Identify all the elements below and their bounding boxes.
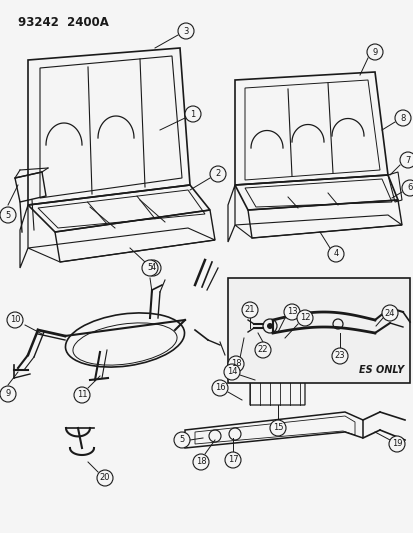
Circle shape xyxy=(0,386,16,402)
Text: 23: 23 xyxy=(334,351,344,360)
Text: 3: 3 xyxy=(183,27,188,36)
Circle shape xyxy=(173,432,190,448)
Circle shape xyxy=(381,305,397,321)
Text: 5: 5 xyxy=(179,435,184,445)
Text: 16: 16 xyxy=(214,384,225,392)
Text: 7: 7 xyxy=(404,156,410,165)
Text: 12: 12 xyxy=(299,313,309,322)
Circle shape xyxy=(224,452,240,468)
Circle shape xyxy=(74,387,90,403)
Text: 15: 15 xyxy=(272,424,282,432)
Circle shape xyxy=(366,44,382,60)
Text: 18: 18 xyxy=(195,457,206,466)
Circle shape xyxy=(401,180,413,196)
Text: 11: 11 xyxy=(76,391,87,400)
Circle shape xyxy=(331,348,347,364)
Circle shape xyxy=(296,310,312,326)
Bar xyxy=(228,278,409,383)
Text: 93242  2400A: 93242 2400A xyxy=(18,16,109,29)
Text: 21: 21 xyxy=(244,305,255,314)
Circle shape xyxy=(178,23,194,39)
Text: 17: 17 xyxy=(227,456,238,464)
Text: 9: 9 xyxy=(371,47,377,56)
Text: ES ONLY: ES ONLY xyxy=(358,365,403,375)
Circle shape xyxy=(399,152,413,168)
Text: 8: 8 xyxy=(399,114,405,123)
Circle shape xyxy=(228,356,243,372)
Circle shape xyxy=(7,312,23,328)
Text: 9: 9 xyxy=(5,390,11,399)
Text: 14: 14 xyxy=(226,367,237,376)
Circle shape xyxy=(209,166,225,182)
Circle shape xyxy=(269,420,285,436)
Circle shape xyxy=(283,304,299,320)
Circle shape xyxy=(254,342,271,358)
Text: 19: 19 xyxy=(391,440,401,448)
Text: 6: 6 xyxy=(406,183,412,192)
Circle shape xyxy=(185,106,201,122)
Text: 10: 10 xyxy=(10,316,20,325)
Text: 4: 4 xyxy=(150,263,155,272)
Text: 20: 20 xyxy=(100,473,110,482)
Circle shape xyxy=(266,323,272,329)
Text: 13: 13 xyxy=(286,308,297,317)
Text: 5: 5 xyxy=(5,211,11,220)
Circle shape xyxy=(0,207,16,223)
Text: 24: 24 xyxy=(384,309,394,318)
Circle shape xyxy=(145,260,161,276)
Circle shape xyxy=(97,470,113,486)
Text: 1: 1 xyxy=(190,109,195,118)
Circle shape xyxy=(394,110,410,126)
Text: 4: 4 xyxy=(332,249,338,259)
Circle shape xyxy=(223,364,240,380)
Circle shape xyxy=(327,246,343,262)
Text: 22: 22 xyxy=(257,345,268,354)
Circle shape xyxy=(211,380,228,396)
Circle shape xyxy=(142,260,158,276)
Text: 5: 5 xyxy=(147,263,152,272)
Circle shape xyxy=(242,302,257,318)
Circle shape xyxy=(192,454,209,470)
Text: 18: 18 xyxy=(230,359,241,368)
Text: 2: 2 xyxy=(215,169,220,179)
Circle shape xyxy=(388,436,404,452)
